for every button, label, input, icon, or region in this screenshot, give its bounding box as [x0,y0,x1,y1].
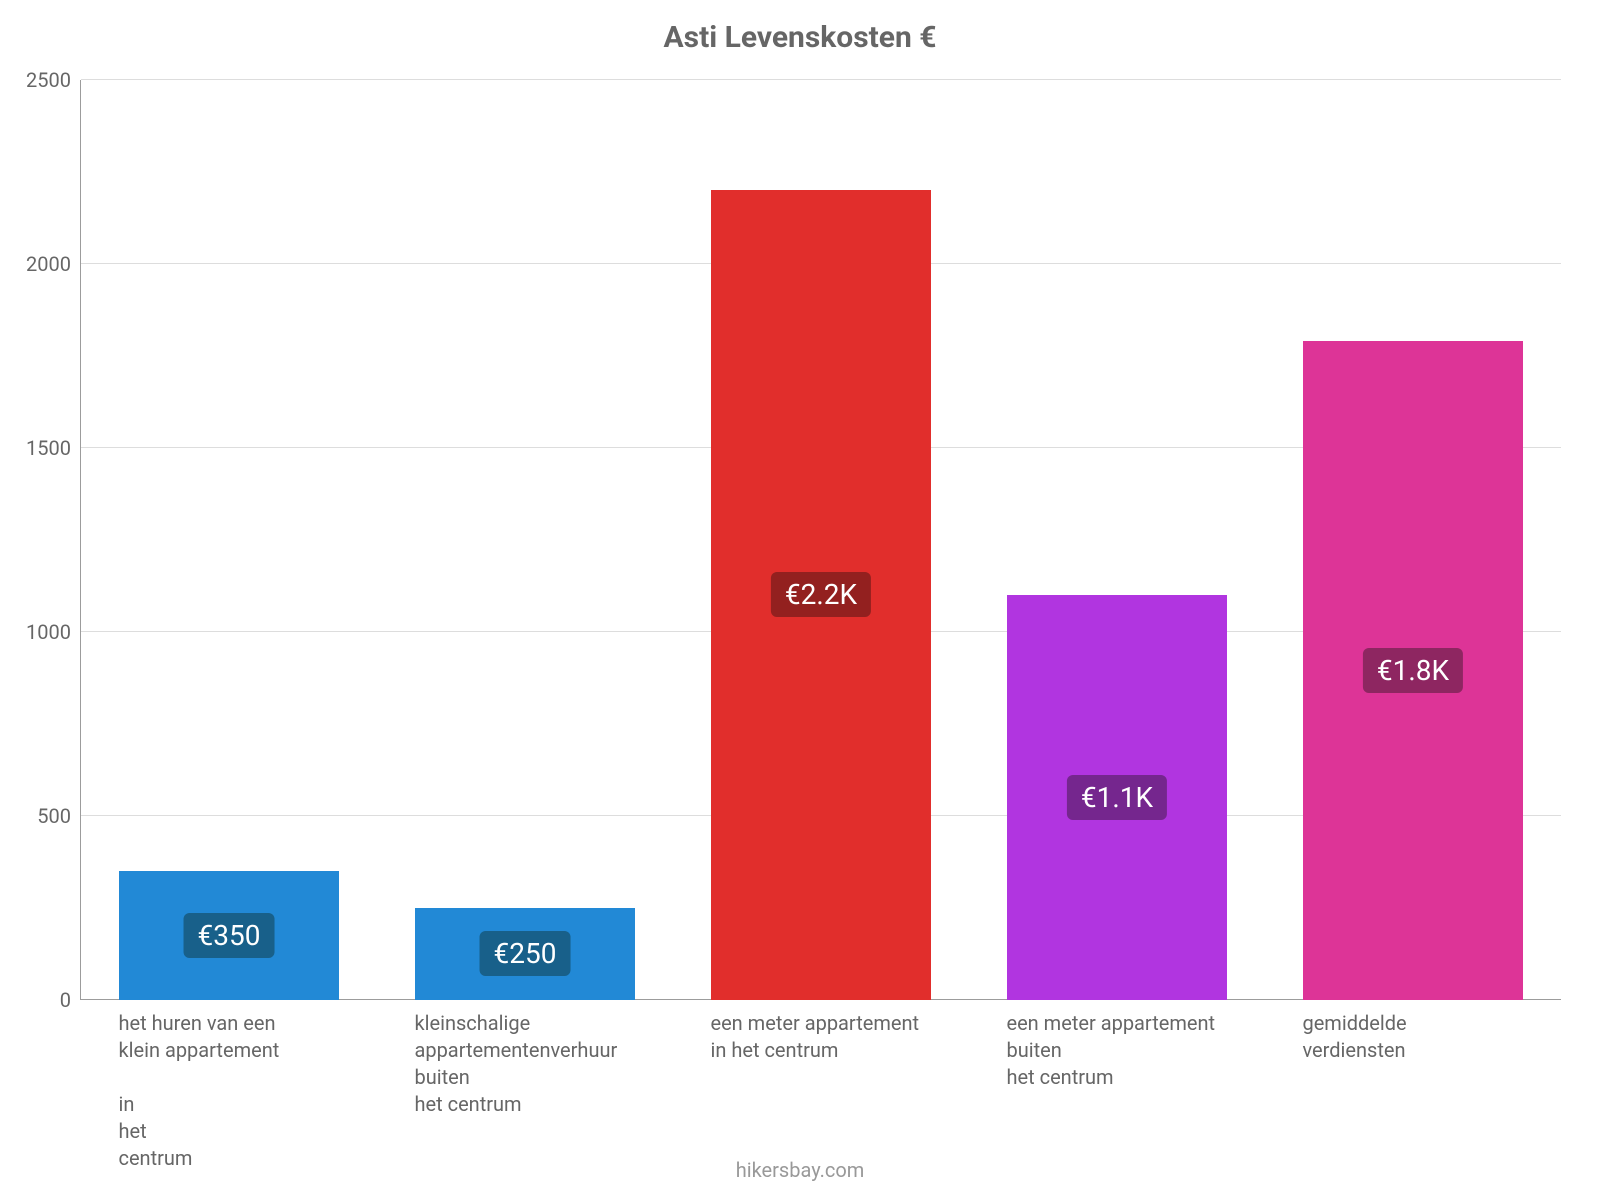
y-tick-label: 500 [21,804,71,828]
bar-slot: €1.8K [1303,80,1522,1000]
y-tick-label: 2500 [21,68,71,92]
x-axis-label: het huren van een klein appartement in h… [118,1010,357,1172]
bar-slot: €1.1K [1007,80,1226,1000]
y-tick-label: 1500 [21,436,71,460]
value-badge: €1.1K [1067,775,1167,820]
x-axis-label: kleinschalige appartementenverhuur buite… [414,1010,653,1118]
x-axis-label: een meter appartement in het centrum [710,1010,949,1064]
bar-slot: €350 [119,80,338,1000]
chart-title: Asti Levenskosten € [0,20,1600,55]
value-badge: €2.2K [771,572,871,617]
y-tick-label: 1000 [21,620,71,644]
value-badge: €350 [184,913,275,958]
plot-area: 05001000150020002500€350€250€2.2K€1.1K€1… [80,80,1561,1000]
y-tick-label: 2000 [21,252,71,276]
value-badge: €1.8K [1363,648,1463,693]
bar-slot: €250 [415,80,634,1000]
x-axis-label: een meter appartement buiten het centrum [1006,1010,1245,1091]
y-tick-label: 0 [21,988,71,1012]
chart-container: Asti Levenskosten € 0 500 1000 1500 2000 2500… [0,0,1600,1200]
x-axis-label: gemiddelde verdiensten [1302,1010,1541,1064]
value-badge: €250 [480,931,571,976]
bar-slot: €2.2K [711,80,930,1000]
